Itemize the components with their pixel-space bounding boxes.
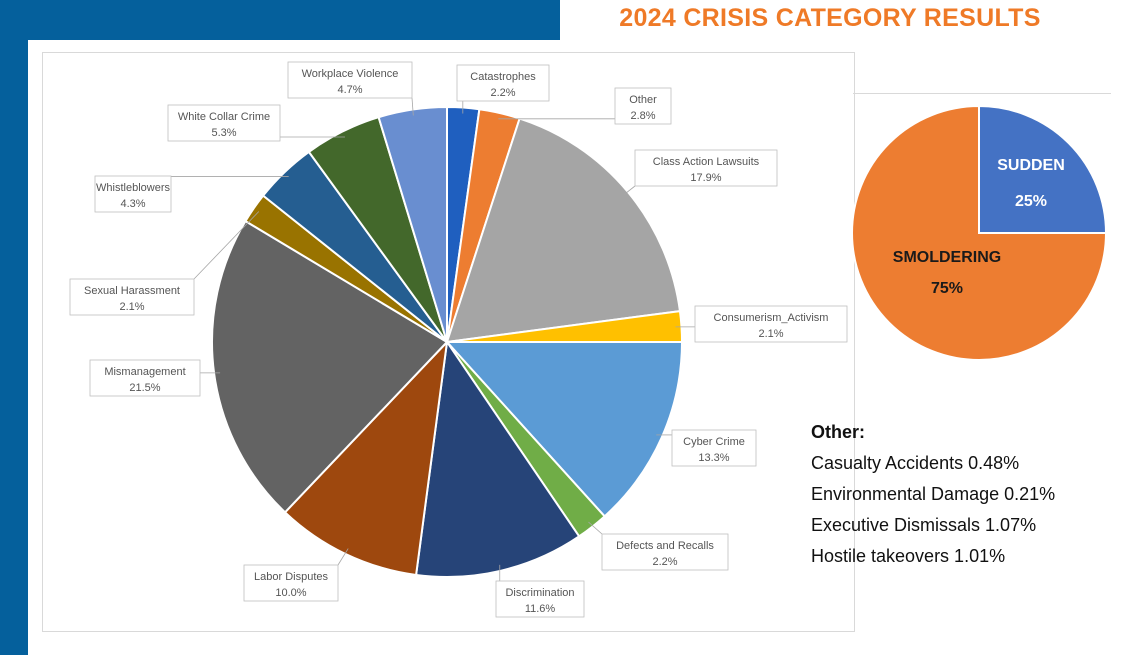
other-categories-box: Other: Casualty Accidents 0.48% Environm…	[811, 422, 1111, 577]
category-label-labor-disputes: Labor Disputes	[254, 571, 328, 583]
sudden-smoldering-pie-chart: SUDDEN 25% SMOLDERING 75%	[851, 104, 1108, 361]
pie-slice-smoldering	[851, 104, 1108, 361]
value-label-catastrophes: 2.2%	[490, 87, 515, 99]
category-label-mismanagement: Mismanagement	[104, 366, 185, 378]
label-box-mismanagement	[89, 359, 201, 397]
value-label-sudden: 25%	[1015, 193, 1047, 210]
label-box-whistleblowers	[94, 175, 172, 213]
label-box-discrimination	[495, 580, 585, 618]
pie-slice-mismanagement	[211, 219, 449, 514]
pie-slice-cyber-crime	[444, 341, 684, 518]
pie-slice-labor-disputes	[283, 339, 449, 577]
value-label-defects-and-recalls: 2.2%	[652, 556, 677, 568]
other-title: Other:	[811, 422, 865, 442]
other-item: Casualty Accidents 0.48%	[811, 453, 1020, 473]
header-blue-bar	[0, 0, 560, 40]
value-label-white-collar-crime: 5.3%	[211, 127, 236, 139]
value-label-class-action-lawsuits: 17.9%	[690, 172, 721, 184]
leader-line-workplace-violence	[411, 97, 414, 116]
category-label-smoldering: SMOLDERING	[893, 249, 1001, 266]
pie-slice-sudden	[978, 104, 1108, 234]
leader-line-labor-disputes	[337, 548, 349, 566]
category-label-catastrophes: Catastrophes	[470, 71, 536, 83]
category-label-cyber-crime: Cyber Crime	[683, 436, 745, 448]
label-box-workplace-violence	[287, 61, 413, 99]
value-label-sexual-harassment: 2.1%	[119, 301, 144, 313]
value-label-other: 2.8%	[630, 110, 655, 122]
label-box-white-collar-crime	[167, 104, 281, 142]
label-box-catastrophes	[456, 64, 550, 102]
category-label-workplace-violence: Workplace Violence	[302, 68, 399, 80]
value-label-workplace-violence: 4.7%	[337, 84, 362, 96]
category-label-class-action-lawsuits: Class Action Lawsuits	[653, 156, 760, 168]
label-box-consumerism-activism	[694, 305, 848, 343]
value-label-discrimination: 11.6%	[525, 603, 556, 615]
label-box-other	[614, 87, 672, 125]
category-label-sudden: SUDDEN	[997, 157, 1065, 174]
label-box-defects-and-recalls	[601, 533, 729, 571]
value-label-consumerism-activism: 2.1%	[758, 328, 783, 340]
leader-line-sexual-harassment	[193, 211, 260, 280]
pie-slice-discrimination	[414, 339, 581, 578]
category-label-whistleblowers: Whistleblowers	[96, 182, 170, 194]
left-blue-bar	[0, 0, 28, 655]
label-box-labor-disputes	[243, 564, 339, 602]
value-label-labor-disputes: 10.0%	[275, 587, 306, 599]
other-item: Hostile takeovers 1.01%	[811, 546, 1006, 566]
category-label-sexual-harassment: Sexual Harassment	[84, 285, 180, 297]
label-box-class-action-lawsuits	[634, 149, 778, 187]
other-item: Executive Dismissals 1.07%	[811, 515, 1037, 535]
other-item: Environmental Damage 0.21%	[811, 484, 1056, 504]
category-label-white-collar-crime: White Collar Crime	[178, 111, 270, 123]
value-label-mismanagement: 21.5%	[129, 382, 160, 394]
category-label-defects-and-recalls: Defects and Recalls	[616, 540, 714, 552]
leader-line-class-action-lawsuits	[622, 185, 636, 196]
value-label-cyber-crime: 13.3%	[698, 452, 729, 464]
main-pie-chart: Catastrophes 2.2% Other 2.8% Class Action La…	[69, 61, 848, 618]
label-box-cyber-crime	[671, 429, 757, 467]
page-title: 2024 CRISIS CATEGORY RESULTS	[619, 4, 1041, 32]
category-label-other: Other	[629, 94, 657, 106]
category-label-consumerism-activism: Consumerism_Activism	[714, 312, 829, 324]
small-chart-frame-line	[853, 93, 1111, 94]
category-label-discrimination: Discrimination	[505, 587, 574, 599]
value-label-smoldering: 75%	[931, 280, 963, 297]
label-box-sexual-harassment	[69, 278, 195, 316]
value-label-whistleblowers: 4.3%	[120, 198, 145, 210]
pie-slice-workplace-violence	[377, 105, 448, 343]
leader-line-defects-and-recalls	[588, 521, 603, 535]
